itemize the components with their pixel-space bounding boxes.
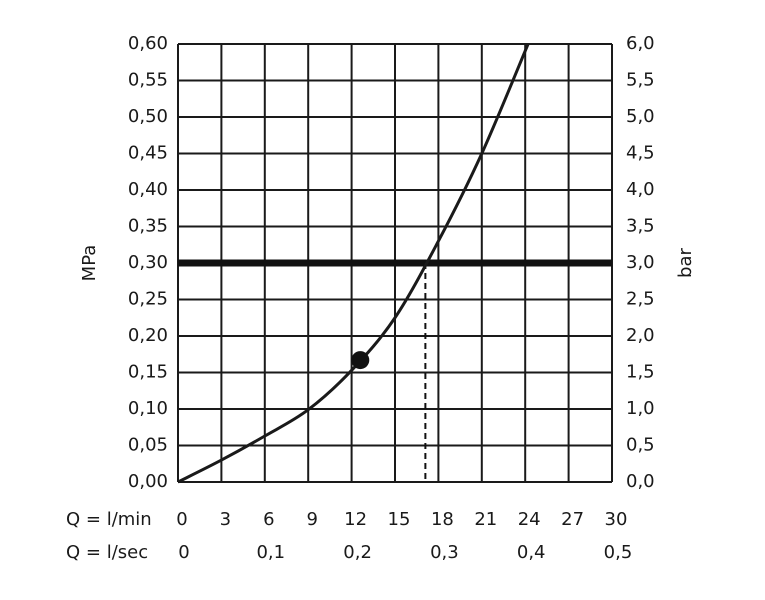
y2-tick-label: 6,0 [626,33,655,54]
y-tick-label: 0,15 [128,362,168,383]
x-tick-label: 12 [344,509,367,530]
y2-tick-label: 4,0 [626,179,655,200]
y-tick-label: 0,05 [128,435,168,456]
x-tick-label: 21 [474,509,497,530]
marker-point [351,351,370,370]
y2-tick-label: 2,5 [626,289,655,310]
x2-tick-label: 0 [178,542,189,563]
y2-tick-label: 0,5 [626,435,655,456]
y-tick-label: 0,30 [128,252,168,273]
x2-tick-label: 0,2 [343,542,372,563]
x-axis-label: Q = l/min [66,509,152,530]
y-tick-label: 0,40 [128,179,168,200]
y2-tick-label: 5,5 [626,70,655,91]
y2-axis-label: bar [675,247,696,277]
y2-tick-label: 2,0 [626,325,655,346]
y2-tick-label: 5,0 [626,106,655,127]
x-tick-label: 6 [263,509,274,530]
y-tick-label: 0,10 [128,398,168,419]
y-tick-label: 0,25 [128,289,168,310]
x-tick-label: 15 [388,509,411,530]
y2-tick-label: 4,5 [626,143,655,164]
x2-tick-label: 0,5 [604,542,633,563]
y-tick-label: 0,60 [128,33,168,54]
y-tick-label: 0,45 [128,143,168,164]
x-tick-label: 27 [561,509,584,530]
x2-tick-label: 0,4 [517,542,546,563]
y-tick-label: 0,20 [128,325,168,346]
y2-tick-label: 3,0 [626,252,655,273]
x-tick-label: 24 [518,509,541,530]
y2-tick-label: 0,0 [626,471,655,492]
y-tick-label: 0,55 [128,70,168,91]
y2-tick-label: 3,5 [626,216,655,237]
x2-tick-label: 0,3 [430,542,459,563]
y-axis-label: MPa [79,245,100,282]
y-tick-label: 0,00 [128,471,168,492]
x-tick-label: 30 [605,509,628,530]
y2-tick-label: 1,0 [626,398,655,419]
x-tick-label: 0 [176,509,187,530]
x-tick-label: 3 [220,509,231,530]
x2-axis-label: Q = l/sec [66,542,148,563]
x-tick-label: 9 [306,509,317,530]
y-tick-label: 0,35 [128,216,168,237]
x-tick-label: 18 [431,509,454,530]
y2-tick-label: 1,5 [626,362,655,383]
y-tick-label: 0,50 [128,106,168,127]
x2-tick-label: 0,1 [256,542,285,563]
